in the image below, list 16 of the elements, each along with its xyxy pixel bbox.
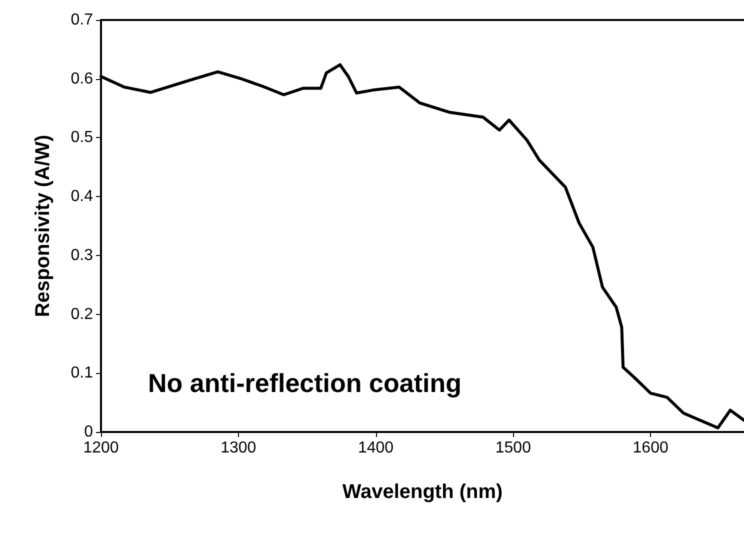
y-tick-label: 0.2 <box>70 306 94 323</box>
y-tick-label: 0 <box>84 424 94 440</box>
x-axis-title: Wavelength (nm) <box>342 481 503 503</box>
x-tick-label: 1500 <box>495 440 532 456</box>
y-tick-label: 0.1 <box>70 364 94 382</box>
y-tick-label: 0.4 <box>70 188 94 206</box>
y-tick-label: 0.5 <box>70 129 94 146</box>
y-tick-label: 0.3 <box>70 246 94 264</box>
x-tick-label: 1400 <box>358 440 394 456</box>
x-tick-label: 1300 <box>220 440 256 456</box>
y-axis-title: Responsivity (A/W) <box>32 134 54 318</box>
y-tick-label: 0.6 <box>70 70 94 88</box>
x-tick-label: 1200 <box>83 440 119 456</box>
y-tick-label: 0.7 <box>70 12 94 28</box>
annotation: No anti-reflection coating <box>148 368 462 398</box>
x-tick-label: 1600 <box>632 440 668 456</box>
